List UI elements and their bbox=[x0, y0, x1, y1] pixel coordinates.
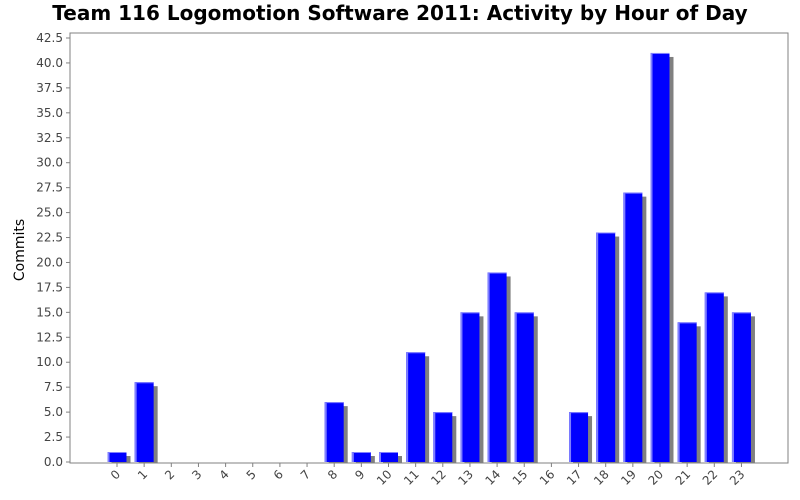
y-tick-label: 42.5 bbox=[36, 31, 63, 45]
y-tick-label: 40.0 bbox=[36, 56, 63, 70]
bar-highlight bbox=[731, 312, 734, 462]
x-tick-label: 9 bbox=[352, 467, 367, 482]
bar-highlight bbox=[406, 352, 409, 462]
x-tick-label: 19 bbox=[618, 467, 639, 488]
bar-highlight bbox=[704, 292, 707, 462]
bar bbox=[107, 452, 127, 462]
x-tick-label: 15 bbox=[510, 467, 531, 488]
x-tick-label: 3 bbox=[189, 467, 204, 482]
bar bbox=[650, 52, 670, 462]
bar bbox=[460, 312, 480, 462]
bar bbox=[433, 412, 453, 462]
x-tick-label: 12 bbox=[428, 467, 449, 488]
y-tick-label: 37.5 bbox=[36, 81, 63, 95]
y-tick-label: 2.5 bbox=[44, 430, 63, 444]
bar-highlight bbox=[460, 312, 463, 462]
bar-highlight bbox=[650, 52, 653, 462]
bar bbox=[623, 192, 643, 462]
x-tick-label: 18 bbox=[591, 467, 612, 488]
x-tick-label: 7 bbox=[298, 467, 313, 482]
y-tick-label: 20.0 bbox=[36, 255, 63, 269]
bar bbox=[704, 292, 724, 462]
bar-highlight bbox=[677, 322, 680, 462]
y-tick-label: 17.5 bbox=[36, 280, 63, 294]
x-tick-label: 1 bbox=[135, 467, 150, 482]
bar-highlight bbox=[134, 382, 137, 462]
chart-title: Team 116 Logomotion Software 2011: Activ… bbox=[52, 1, 748, 25]
y-tick-label: 25.0 bbox=[36, 206, 63, 220]
bar-highlight bbox=[379, 452, 381, 462]
bar-highlight bbox=[324, 402, 327, 462]
y-tick-label: 5.0 bbox=[44, 405, 63, 419]
x-tick-label: 4 bbox=[216, 467, 231, 482]
y-tick-label: 27.5 bbox=[36, 181, 63, 195]
bar-highlight bbox=[514, 312, 517, 462]
y-tick-label: 22.5 bbox=[36, 231, 63, 245]
x-tick-label: 14 bbox=[483, 467, 504, 488]
y-axis-label: Commits bbox=[12, 219, 28, 281]
x-tick-label: 10 bbox=[374, 467, 395, 488]
x-tick-label: 16 bbox=[537, 467, 558, 488]
y-tick-label: 10.0 bbox=[36, 355, 63, 369]
bar bbox=[487, 272, 507, 462]
bar bbox=[569, 412, 589, 462]
bar bbox=[324, 402, 344, 462]
x-tick-label: 6 bbox=[271, 467, 286, 482]
bar-highlight bbox=[107, 452, 110, 462]
bar-highlight bbox=[596, 232, 599, 462]
bar bbox=[134, 382, 154, 462]
y-tick-label: 12.5 bbox=[36, 330, 63, 344]
y-tick-label: 35.0 bbox=[36, 106, 63, 120]
bar-highlight bbox=[623, 192, 626, 462]
x-tick-label: 8 bbox=[325, 467, 340, 482]
x-tick-label: 17 bbox=[564, 467, 585, 488]
x-tick-label: 13 bbox=[455, 467, 476, 488]
x-tick-label: 5 bbox=[244, 467, 259, 482]
bar bbox=[731, 312, 751, 462]
x-tick-label: 11 bbox=[401, 467, 422, 488]
y-tick-label: 32.5 bbox=[36, 131, 63, 145]
bar bbox=[379, 452, 398, 462]
bar-highlight bbox=[351, 452, 354, 462]
y-tick-label: 7.5 bbox=[44, 380, 63, 394]
x-tick-label: 22 bbox=[700, 467, 721, 488]
bar bbox=[677, 322, 697, 462]
bar-highlight bbox=[433, 412, 436, 462]
x-tick-label: 2 bbox=[162, 467, 177, 482]
bar bbox=[514, 312, 534, 462]
y-tick-label: 30.0 bbox=[36, 156, 63, 170]
x-tick-label: 0 bbox=[108, 467, 123, 482]
x-tick-label: 23 bbox=[727, 467, 748, 488]
y-tick-label: 0.0 bbox=[44, 455, 63, 469]
bar bbox=[351, 452, 371, 462]
y-tick-label: 15.0 bbox=[36, 305, 63, 319]
bar bbox=[406, 352, 426, 462]
bar bbox=[596, 232, 616, 462]
bar-highlight bbox=[569, 412, 572, 462]
x-tick-label: 20 bbox=[645, 467, 666, 488]
bar-highlight bbox=[487, 272, 490, 462]
x-tick-label: 21 bbox=[673, 467, 694, 488]
plot-area: 0.0 2.5 5.0 7.5 10.0 12.5 15.0 17.5 20.0 22.5 25.0… bbox=[36, 31, 789, 488]
